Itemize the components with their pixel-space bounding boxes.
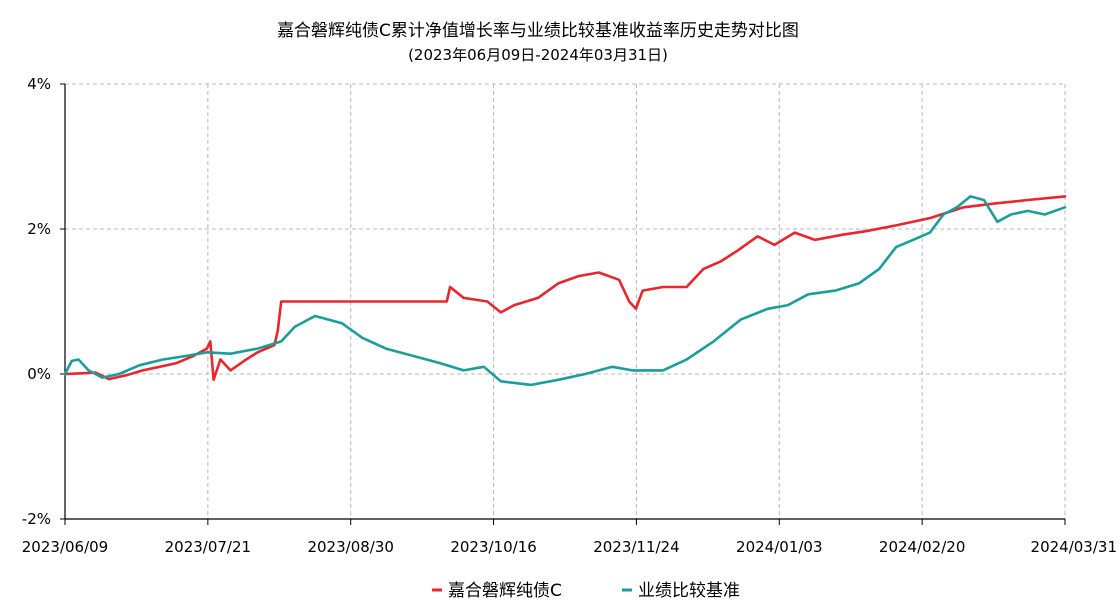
legend-label-1: 嘉合磐辉纯债C	[448, 581, 562, 601]
legend-label-2: 业绩比较基准	[638, 581, 740, 601]
x-tick-label: 2024/02/20	[879, 538, 965, 556]
y-tick-label: -2%	[22, 510, 51, 528]
x-tick-label: 2023/08/30	[307, 538, 393, 556]
y-tick-label: 4%	[27, 75, 51, 93]
tick-labels: 4% 2% 0% -2% 2023/06/09 2023/07/21 2023/08/30 2…	[22, 75, 1117, 556]
chart-title: 嘉合磐辉纯债C累计净值增长率与业绩比较基准收益率历史走势对比图	[277, 21, 799, 41]
x-tick-label: 2024/01/03	[736, 538, 822, 556]
x-tick-label: 2024/03/31	[1031, 538, 1117, 556]
grid	[65, 83, 1066, 519]
series-line-2	[63, 195, 1067, 387]
x-tick-label: 2023/10/16	[450, 538, 536, 556]
axes	[60, 83, 1066, 525]
series-line-1	[63, 195, 1067, 382]
y-tick-label: 0%	[27, 365, 51, 383]
x-tick-label: 2023/06/09	[22, 538, 108, 556]
y-tick-label: 2%	[27, 220, 51, 238]
x-tick-label: 2023/11/24	[593, 538, 679, 556]
chart-subtitle: (2023年06月09日-2024年03月31日)	[408, 46, 668, 64]
series-lines	[63, 195, 1067, 387]
legend: 嘉合磐辉纯债C 业绩比较基准	[432, 581, 740, 601]
x-tick-label: 2023/07/21	[165, 538, 251, 556]
